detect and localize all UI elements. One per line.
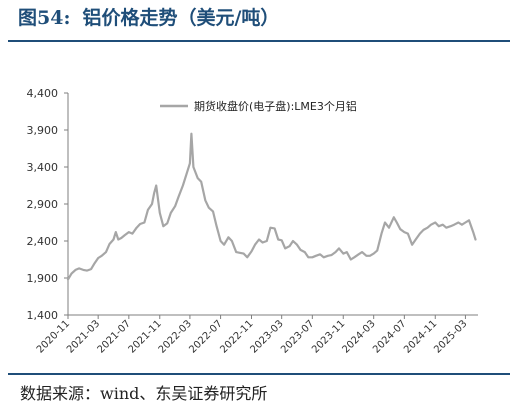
- y-axis: 1,400 1,900 2,400 2,900 3,400 3,900 4,400: [27, 87, 69, 322]
- figure-title-text: 铝价格走势（美元/吨）: [82, 7, 280, 29]
- figure-title: 图54: 铝价格走势（美元/吨）: [18, 4, 291, 32]
- y-tick-label: 3,400: [27, 161, 59, 174]
- y-tick-label: 4,400: [27, 87, 59, 100]
- series-layer: [66, 132, 477, 281]
- y-tick-label: 3,900: [27, 124, 59, 137]
- legend: 期货收盘价(电子盘):LME3个月铝: [160, 99, 357, 113]
- x-tick-label: 2025-03: [432, 318, 469, 355]
- title-rule: [8, 40, 510, 42]
- series-line: [66, 132, 477, 281]
- y-tick-label: 2,900: [27, 198, 59, 211]
- y-tick-label: 2,400: [27, 235, 59, 248]
- legend-label: 期货收盘价(电子盘):LME3个月铝: [194, 99, 357, 113]
- source-note: 数据来源：wind、东吴证券研究所: [20, 384, 268, 403]
- figure-number: 图54:: [18, 7, 71, 29]
- source-rule: [8, 373, 510, 375]
- y-tick-label: 1,400: [27, 309, 59, 322]
- y-tick-label: 1,900: [27, 272, 59, 285]
- aluminum-price-chart: 1,400 1,900 2,400 2,900 3,400 3,900 4,400 2020…: [27, 87, 478, 356]
- x-axis: 2020-112021-032021-072021-112022-032022-…: [35, 314, 478, 356]
